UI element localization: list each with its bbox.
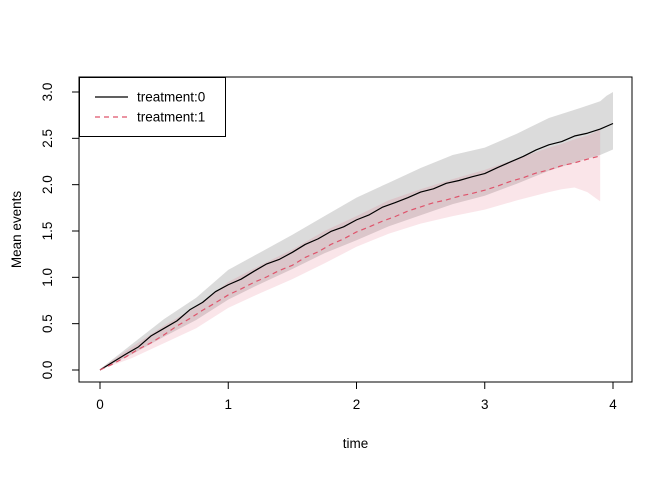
x-tick-label: 2 <box>353 397 361 412</box>
y-tick-label: 2.5 <box>40 129 55 148</box>
legend: treatment:0 treatment:1 <box>79 77 226 137</box>
y-tick-label: 3.0 <box>40 83 55 102</box>
x-tick-label: 4 <box>609 397 617 412</box>
x-tick-label: 3 <box>481 397 489 412</box>
x-tick-label: 0 <box>96 397 104 412</box>
confidence-band-treatment-1 <box>100 129 601 370</box>
x-axis-title: time <box>343 436 369 451</box>
confidence-band-treatment-0 <box>100 91 613 371</box>
confidence-bands <box>100 91 613 371</box>
y-tick-label: 1.5 <box>40 222 55 241</box>
series-line-treatment-1 <box>99 155 601 371</box>
x-tick-label: 1 <box>224 397 232 412</box>
legend-box <box>79 77 226 137</box>
y-tick-label: 1.0 <box>40 268 55 287</box>
legend-label-treatment0: treatment:0 <box>137 90 205 105</box>
y-tick-label: 0.0 <box>40 361 55 380</box>
legend-label-treatment1: treatment:1 <box>137 110 205 125</box>
series-lines <box>99 122 614 371</box>
series-line-treatment-0 <box>99 122 614 371</box>
axes: 0 1 2 3 4 0.0 0.5 1.0 1.5 2.0 2.5 3.0 <box>40 83 617 412</box>
plot-box <box>78 76 633 383</box>
y-axis-title: Mean events <box>9 191 24 269</box>
y-tick-label: 0.5 <box>40 314 55 333</box>
y-tick-label: 2.0 <box>40 175 55 194</box>
